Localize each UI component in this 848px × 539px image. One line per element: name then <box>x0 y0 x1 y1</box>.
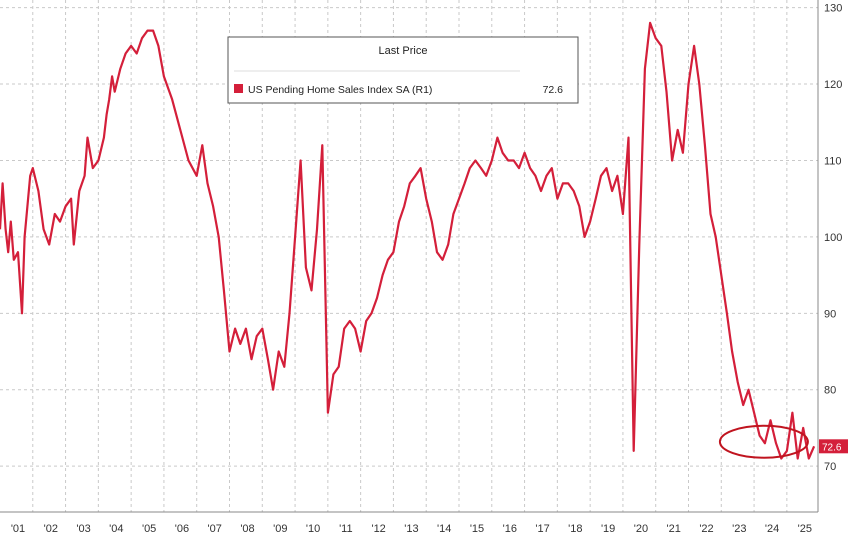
x-tick-label: '01 <box>11 523 25 535</box>
x-tick-label: '19 <box>601 523 615 535</box>
x-tick-label: '03 <box>76 523 90 535</box>
legend-swatch <box>234 84 243 93</box>
x-tick-label: '05 <box>142 523 156 535</box>
x-tick-label: '20 <box>634 523 648 535</box>
last-value-label: 72.6 <box>822 442 842 453</box>
x-tick-label: '17 <box>535 523 549 535</box>
x-tick-label: '11 <box>339 523 353 535</box>
y-tick-label: 90 <box>824 308 836 320</box>
legend-series-name: US Pending Home Sales Index SA (R1) <box>248 84 432 96</box>
last-value-badge-box <box>819 439 848 454</box>
y-tick-label: 100 <box>824 232 842 244</box>
x-tick-label: '07 <box>208 523 222 535</box>
x-tick-label: '15 <box>470 523 484 535</box>
x-tick-label: '23 <box>732 523 746 535</box>
x-tick-label: '13 <box>404 523 418 535</box>
x-tick-label: '02 <box>44 523 58 535</box>
x-tick-label: '09 <box>273 523 287 535</box>
y-tick-label: 80 <box>824 385 836 397</box>
legend-box <box>227 36 579 104</box>
x-axis-ticks: '01 '02 '03 '04 '05 '06 '07 '08 '09 '10 '11 '12 '13 '… <box>11 523 812 535</box>
x-tick-label: '04 <box>109 523 123 535</box>
x-tick-label: '16 <box>503 523 517 535</box>
highlight-ellipse <box>718 424 809 459</box>
y-tick-label: 120 <box>824 79 842 91</box>
x-tick-label: '12 <box>371 523 385 535</box>
x-tick-label: '24 <box>765 523 779 535</box>
y-tick-label: 110 <box>824 155 842 167</box>
y-tick-label: 130 <box>824 3 842 15</box>
x-tick-label: '22 <box>699 523 713 535</box>
x-tick-label: '25 <box>798 523 812 535</box>
legend-series-value: 72.6 <box>543 84 564 96</box>
x-tick-label: '14 <box>437 523 451 535</box>
y-tick-label: 70 <box>824 461 836 473</box>
y-axis-ticks: 70 80 90 100 110 120 130 <box>824 3 842 474</box>
legend-title: Last Price <box>379 45 428 57</box>
last-value-badge: 72.6 <box>819 439 848 454</box>
series <box>0 21 816 460</box>
x-tick-label: '18 <box>568 523 582 535</box>
legend: Last Price US Pending Home Sales Index S… <box>227 36 579 104</box>
x-tick-label: '06 <box>175 523 189 535</box>
x-tick-label: '08 <box>240 523 254 535</box>
x-tick-label: '10 <box>306 523 320 535</box>
x-tick-label: '21 <box>667 523 681 535</box>
series-line-pending-home-sales <box>0 21 816 460</box>
